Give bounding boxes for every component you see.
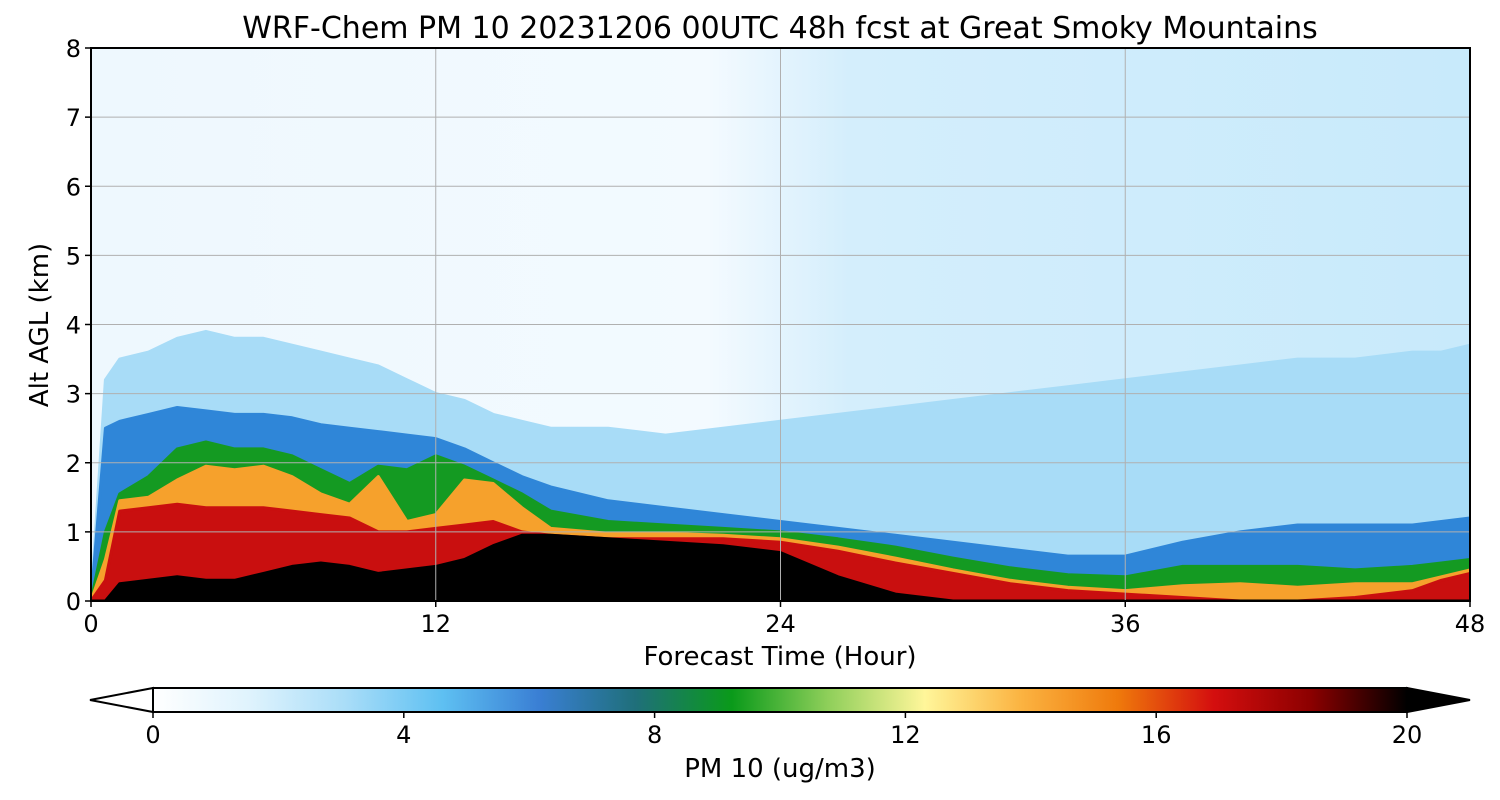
y-tick-label: 2 (66, 450, 81, 478)
y-tick-label: 8 (66, 35, 81, 63)
y-tick-label: 7 (66, 104, 81, 132)
colorbar-tick-label: 4 (396, 721, 411, 749)
y-tick-label: 6 (66, 173, 81, 201)
y-tick-label: 5 (66, 242, 81, 270)
y-axis: 0 1 2 3 4 5 6 7 8 (66, 35, 91, 616)
x-axis-label: Forecast Time (Hour) (643, 642, 916, 672)
colorbar-label: PM 10 (ug/m3) (684, 754, 876, 784)
colorbar-gradient (153, 688, 1407, 712)
x-tick-label: 36 (1110, 610, 1141, 638)
x-tick-label: 24 (765, 610, 796, 638)
x-tick-label: 12 (420, 610, 451, 638)
y-tick-label: 3 (66, 381, 81, 409)
y-tick-label: 0 (66, 588, 81, 616)
grid-lines (91, 48, 1470, 601)
colorbar-tick-label: 8 (647, 721, 662, 749)
colorbar: 0 4 8 12 16 20 PM 10 (ug/m3) (89, 686, 1471, 784)
x-tick-label: 48 (1455, 610, 1486, 638)
colorbar-ticks: 0 4 8 12 16 20 (145, 712, 1422, 749)
colorbar-tick-label: 0 (145, 721, 160, 749)
colorbar-frame (152, 687, 1408, 713)
colorbar-max-extend (1406, 686, 1471, 714)
x-tick-label: 0 (83, 610, 98, 638)
colorbar-tick-label: 16 (1141, 721, 1172, 749)
colorbar-min-extend (89, 686, 154, 714)
y-axis-label: Alt AGL (km) (25, 243, 55, 407)
colorbar-tick-label: 20 (1392, 721, 1423, 749)
y-tick-label: 4 (66, 312, 81, 340)
y-tick-label: 1 (66, 519, 81, 547)
x-axis: 0 12 24 36 48 (83, 601, 1485, 638)
chart-title: WRF-Chem PM 10 20231206 00UTC 48h fcst a… (242, 11, 1317, 46)
colorbar-tick-label: 12 (890, 721, 921, 749)
